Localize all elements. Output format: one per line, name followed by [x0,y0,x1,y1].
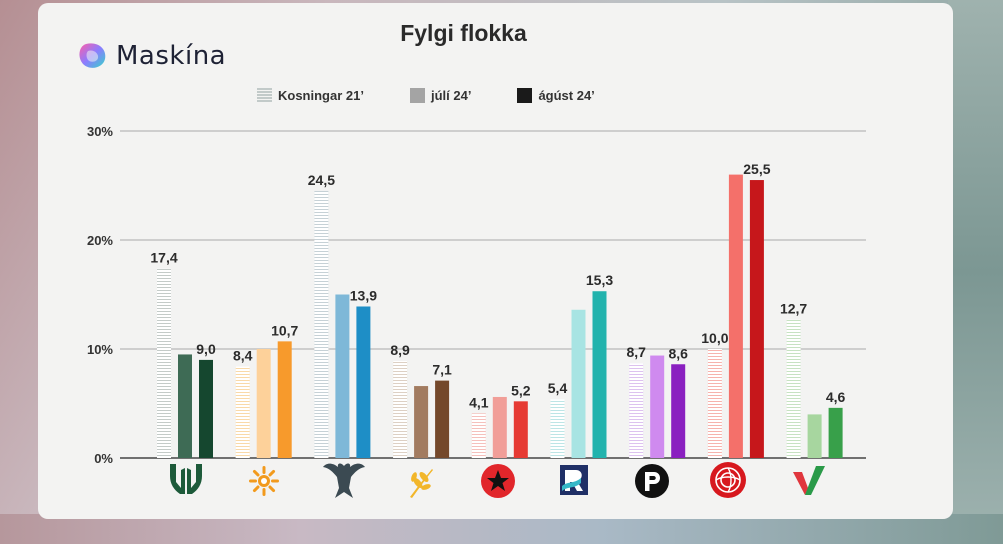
bar [178,354,192,458]
bar-stripe-overlay [550,399,565,458]
bar [492,396,507,458]
y-tick-label: 10% [87,342,113,357]
legend-swatch-dark [517,88,533,103]
legend-item-kosningar: Kosningar 21’ [257,88,364,103]
wheat-icon [410,469,433,498]
legend-label: ágúst 24’ [538,88,595,103]
green-v-icon [793,466,825,495]
red-rose-icon [710,462,746,498]
bar-stripe-overlay [629,363,644,458]
legend-label: Kosningar 21’ [278,88,364,103]
bar [513,401,528,458]
bar [749,180,764,459]
y-tick-label: 0% [94,451,113,466]
chart-title: Fylgi flokka [400,20,527,46]
data-label: 10,0 [701,330,728,346]
brand-name: Maskína [116,41,227,71]
data-label: 8,7 [626,344,646,360]
bar [356,306,371,458]
legend-item-juli: júlí 24’ [409,88,472,103]
data-label: 7,1 [432,362,452,378]
falcon-icon [323,463,365,498]
maskina-logo: Maskína [78,41,226,71]
bar [807,414,822,458]
legend-item-agust: ágúst 24’ [517,88,595,103]
bar [256,349,271,458]
bar-stripe-overlay [471,413,486,458]
data-label: 15,3 [586,272,613,288]
bar-stripe-overlay [314,190,329,458]
bar [650,355,665,458]
data-label: 10,7 [271,322,298,338]
data-label: 13,9 [350,287,377,303]
bar [335,294,350,458]
data-label: 12,7 [780,301,807,317]
bar [414,386,429,458]
data-label: 9,0 [196,341,216,357]
green-tree-icon [170,464,202,494]
background-strip [0,514,1003,544]
y-tick-label: 20% [87,233,113,248]
data-label: 8,9 [390,342,410,358]
orange-sun-icon [249,466,279,496]
maskina-logo-icon [79,43,106,68]
chart-legend: Kosningar 21’ júlí 24’ ágúst 24’ [257,88,641,103]
bar [592,291,607,458]
bar [671,364,686,458]
data-label: 25,5 [743,161,770,177]
data-label: 8,4 [233,347,253,363]
data-label: 4,1 [469,394,489,410]
reform-r-icon [560,465,588,495]
legend-label: júlí 24’ [430,88,472,103]
bar [199,359,213,458]
bar [435,380,450,458]
bar-stripe-overlay [393,360,408,458]
bar [828,407,843,458]
bar [728,174,743,458]
bar-stripe-overlay [157,268,171,458]
legend-swatch-striped [257,88,272,103]
data-label: 8,6 [668,345,688,361]
bar-stripe-overlay [786,319,801,458]
bar-stripe-overlay [235,366,250,458]
background-panel [948,0,1003,544]
data-label: 5,4 [548,380,568,396]
bar [571,309,586,458]
pirate-p-icon [635,464,669,498]
legend-swatch-light [409,88,425,103]
y-tick-label: 30% [87,124,113,139]
data-label: 4,6 [826,389,846,405]
data-label: 5,2 [511,382,531,398]
data-label: 17,4 [150,249,177,265]
data-label: 24,5 [308,172,335,188]
red-star-icon [481,464,515,498]
bar [277,341,292,458]
bar-stripe-overlay [707,349,722,458]
